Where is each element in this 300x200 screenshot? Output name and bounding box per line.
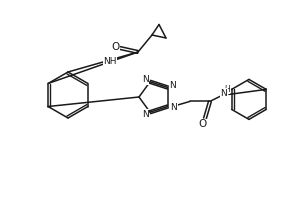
Text: N: N: [142, 75, 148, 84]
Text: O: O: [111, 42, 119, 52]
Text: NH: NH: [103, 56, 117, 66]
Text: N: N: [220, 89, 227, 98]
Text: N: N: [171, 103, 177, 112]
Text: N: N: [142, 110, 148, 119]
Text: N: N: [169, 81, 176, 90]
Text: H: H: [224, 85, 230, 94]
Text: O: O: [199, 119, 207, 129]
